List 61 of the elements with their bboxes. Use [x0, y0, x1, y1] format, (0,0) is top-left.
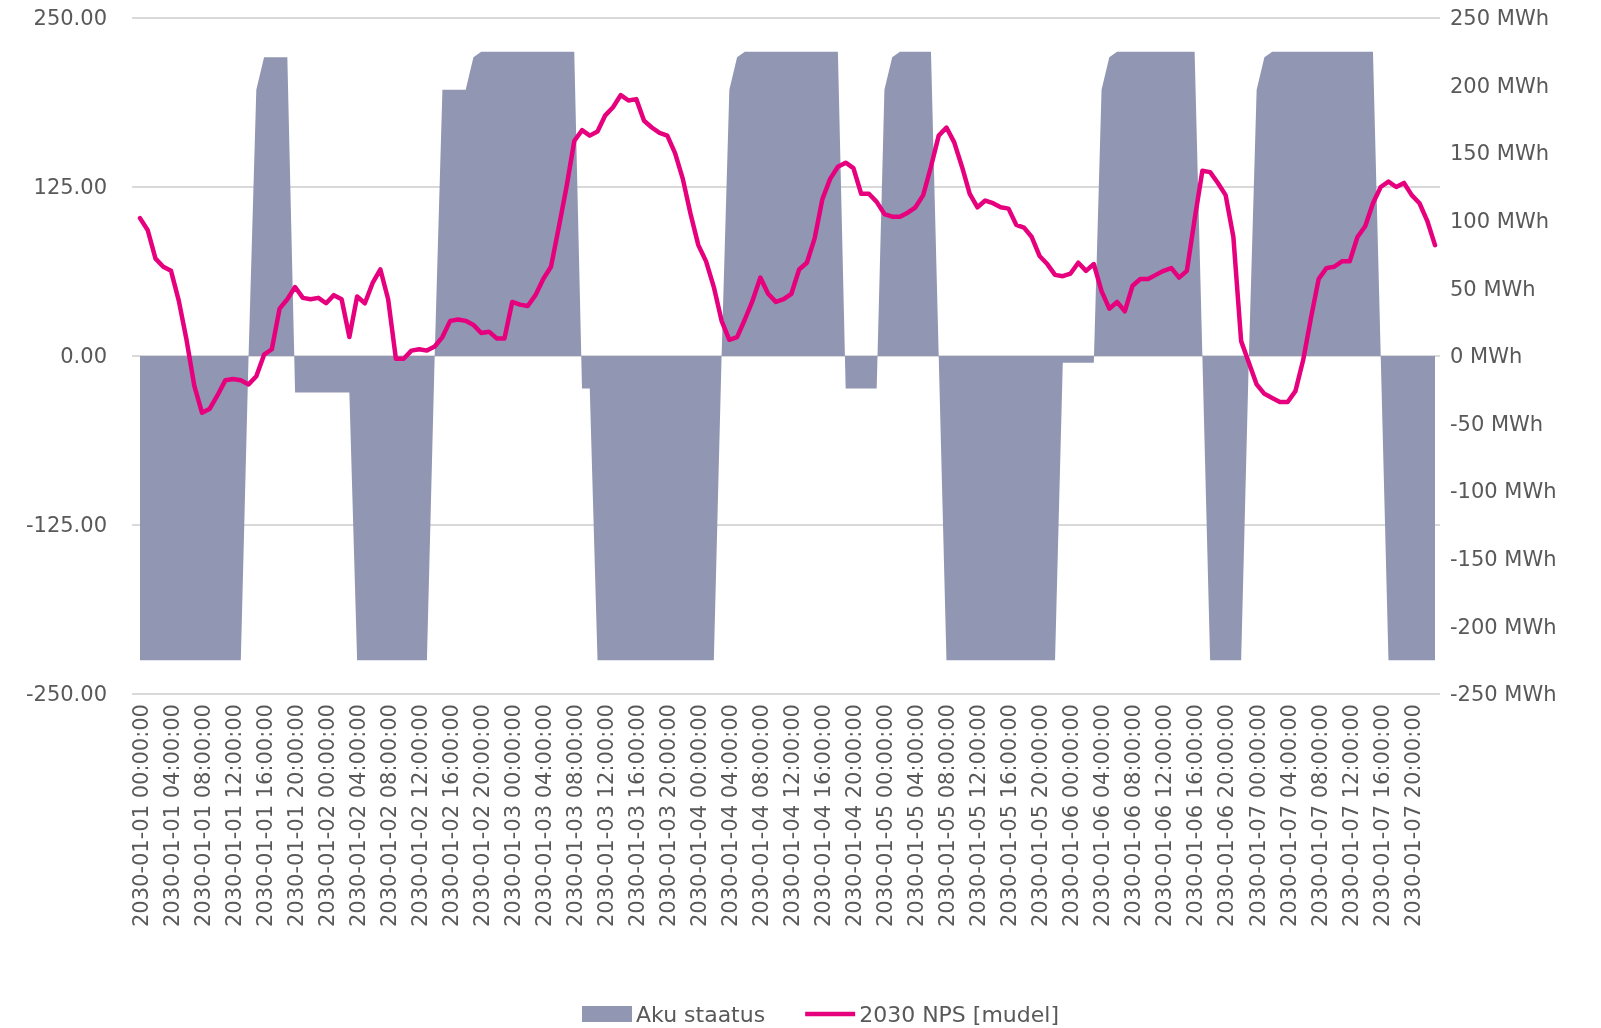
legend-label: 2030 NPS [mudel] — [859, 1001, 1059, 1027]
x-tick-label: 2030-01-07 00:00:00 — [1245, 704, 1270, 928]
x-tick-label: 2030-01-06 16:00:00 — [1183, 704, 1208, 928]
x-tick-label: 2030-01-03 16:00:00 — [625, 704, 650, 928]
x-tick-label: 2030-01-04 16:00:00 — [811, 704, 836, 928]
x-tick-label: 2030-01-05 00:00:00 — [873, 704, 898, 928]
x-tick-label: 2030-01-04 00:00:00 — [687, 704, 712, 928]
x-tick-label: 2030-01-02 12:00:00 — [408, 704, 433, 928]
y2-tick-label: 150 MWh — [1450, 141, 1549, 166]
x-tick-label: 2030-01-04 08:00:00 — [749, 704, 774, 928]
x-tick-label: 2030-01-05 20:00:00 — [1028, 704, 1053, 928]
x-tick-label: 2030-01-01 00:00:00 — [128, 704, 153, 928]
y2-tick-label: -50 MWh — [1450, 411, 1544, 436]
x-tick-label: 2030-01-05 04:00:00 — [904, 704, 929, 928]
x-tick-label: 2030-01-02 08:00:00 — [376, 704, 401, 928]
x-tick-label: 2030-01-02 00:00:00 — [314, 704, 339, 928]
x-tick-label: 2030-01-03 20:00:00 — [656, 704, 681, 928]
x-tick-label: 2030-01-07 12:00:00 — [1338, 704, 1363, 928]
y2-tick-label: 0 MWh — [1450, 344, 1523, 369]
x-tick-label: 2030-01-01 16:00:00 — [252, 704, 277, 928]
x-tick-label: 2030-01-06 12:00:00 — [1152, 704, 1177, 928]
y-tick-label: 250.00 — [33, 6, 107, 31]
x-tick-label: 2030-01-06 08:00:00 — [1121, 704, 1146, 928]
x-tick-label: 2030-01-02 20:00:00 — [470, 704, 495, 928]
x-tick-label: 2030-01-06 20:00:00 — [1214, 704, 1239, 928]
legend-label: Aku staatus — [636, 1001, 766, 1027]
x-tick-label: 2030-01-07 16:00:00 — [1369, 704, 1394, 928]
x-tick-label: 2030-01-03 12:00:00 — [594, 704, 619, 928]
x-tick-label: 2030-01-03 08:00:00 — [563, 704, 588, 928]
x-tick-label: 2030-01-02 04:00:00 — [345, 704, 370, 928]
y2-tick-label: 100 MWh — [1450, 209, 1549, 234]
y2-tick-label: -250 MWh — [1450, 682, 1557, 707]
x-tick-label: 2030-01-04 04:00:00 — [718, 704, 743, 928]
x-tick-label: 2030-01-06 00:00:00 — [1059, 704, 1084, 928]
y-tick-label: 0.00 — [60, 344, 107, 369]
y2-tick-label: 50 MWh — [1450, 276, 1536, 301]
x-tick-label: 2030-01-04 20:00:00 — [842, 704, 867, 928]
x-tick-label: 2030-01-01 04:00:00 — [159, 704, 184, 928]
y2-tick-label: -200 MWh — [1450, 614, 1557, 639]
y2-tick-label: 200 MWh — [1450, 73, 1549, 98]
line-series — [137, 92, 1438, 416]
x-tick-label: 2030-01-02 16:00:00 — [439, 704, 464, 928]
y-tick-label: -125.00 — [25, 513, 107, 538]
x-tick-label: 2030-01-03 04:00:00 — [532, 704, 557, 928]
y2-tick-label: -150 MWh — [1450, 547, 1557, 572]
x-tick-label: 2030-01-01 08:00:00 — [190, 704, 215, 928]
y-tick-label: -250.00 — [25, 682, 107, 707]
y-tick-label: 125.00 — [33, 175, 107, 200]
x-tick-label: 2030-01-01 12:00:00 — [221, 704, 246, 928]
x-tick-label: 2030-01-07 20:00:00 — [1400, 704, 1425, 928]
x-tick-label: 2030-01-05 16:00:00 — [997, 704, 1022, 928]
y2-tick-label: -100 MWh — [1450, 479, 1557, 504]
x-tick-label: 2030-01-04 12:00:00 — [780, 704, 805, 928]
x-tick-label: 2030-01-03 00:00:00 — [501, 704, 526, 928]
x-tick-label: 2030-01-01 20:00:00 — [283, 704, 308, 928]
x-tick-label: 2030-01-05 08:00:00 — [935, 704, 960, 928]
x-tick-label: 2030-01-07 08:00:00 — [1307, 704, 1332, 928]
y2-tick-label: 250 MWh — [1450, 6, 1549, 31]
x-tick-label: 2030-01-06 04:00:00 — [1090, 704, 1115, 928]
x-tick-label: 2030-01-05 12:00:00 — [966, 704, 991, 928]
x-tick-label: 2030-01-07 04:00:00 — [1276, 704, 1301, 928]
